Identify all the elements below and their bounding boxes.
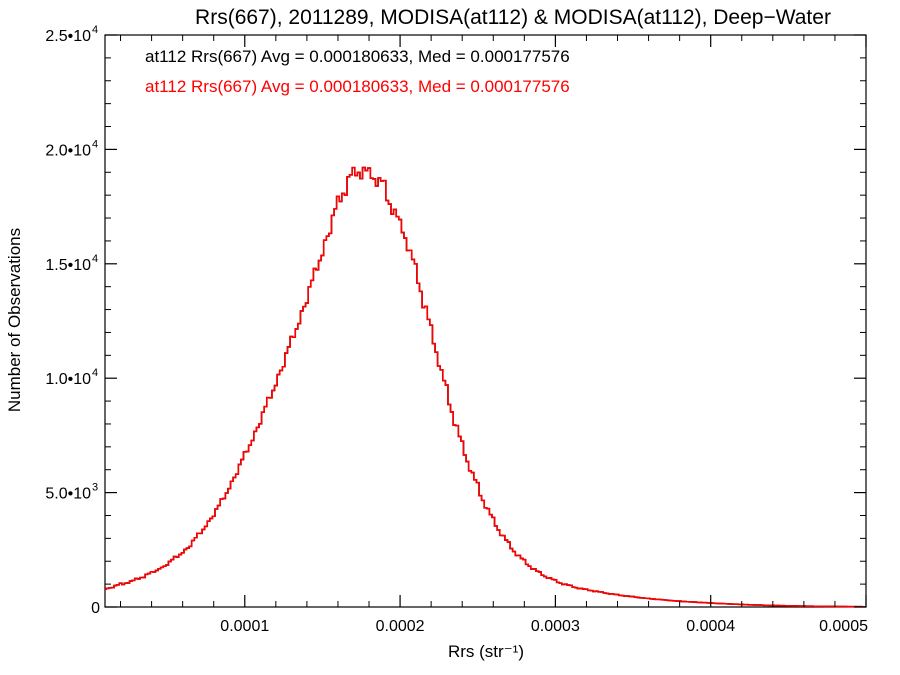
y-tick-label: 2.0•10 — [45, 142, 91, 159]
chart-title: Rrs(667), 2011289, MODISA(at112) & MODIS… — [195, 6, 831, 29]
y-tick-label: 5.0•10 — [45, 486, 91, 503]
plot-frame — [104, 34, 867, 608]
y-tick-exponent: 4 — [92, 24, 98, 36]
plot-area — [104, 34, 867, 608]
x-tick-label: 0.0002 — [376, 618, 425, 635]
x-axis-ticks: 0.0001 0.0002 0.0003 0.0004 0.0005 — [120, 35, 868, 635]
x-tick-label: 0.0003 — [531, 618, 580, 635]
y-tick-exponent: 3 — [92, 482, 98, 494]
y-tick-label: 1.0•10 — [45, 371, 91, 388]
x-tick-label: 0.0001 — [220, 618, 269, 635]
x-tick-label: 0.0004 — [686, 618, 735, 635]
y-axis-ticks: 05.0•10 31.0•10 41.5•10 42.0•10 42.5•10 4 — [45, 24, 866, 617]
legend-entry-red: at112 Rrs(667) Avg = 0.000180633, Med = … — [145, 77, 570, 96]
y-tick-label: 2.5•10 — [45, 28, 91, 45]
y-tick-label: 0 — [91, 600, 100, 617]
series-red-line — [105, 166, 866, 608]
series-black-line — [105, 166, 866, 608]
legend-entry-black: at112 Rrs(667) Avg = 0.000180633, Med = … — [145, 47, 570, 66]
x-tick-label: 0.0005 — [819, 618, 868, 635]
y-tick-exponent: 4 — [92, 138, 98, 150]
y-tick-exponent: 4 — [92, 253, 98, 265]
x-axis-label: Rrs (str⁻¹) — [448, 642, 524, 661]
y-tick-exponent: 4 — [92, 367, 98, 379]
y-axis-label: Number of Observations — [5, 228, 24, 412]
y-tick-label: 1.5•10 — [45, 257, 91, 274]
